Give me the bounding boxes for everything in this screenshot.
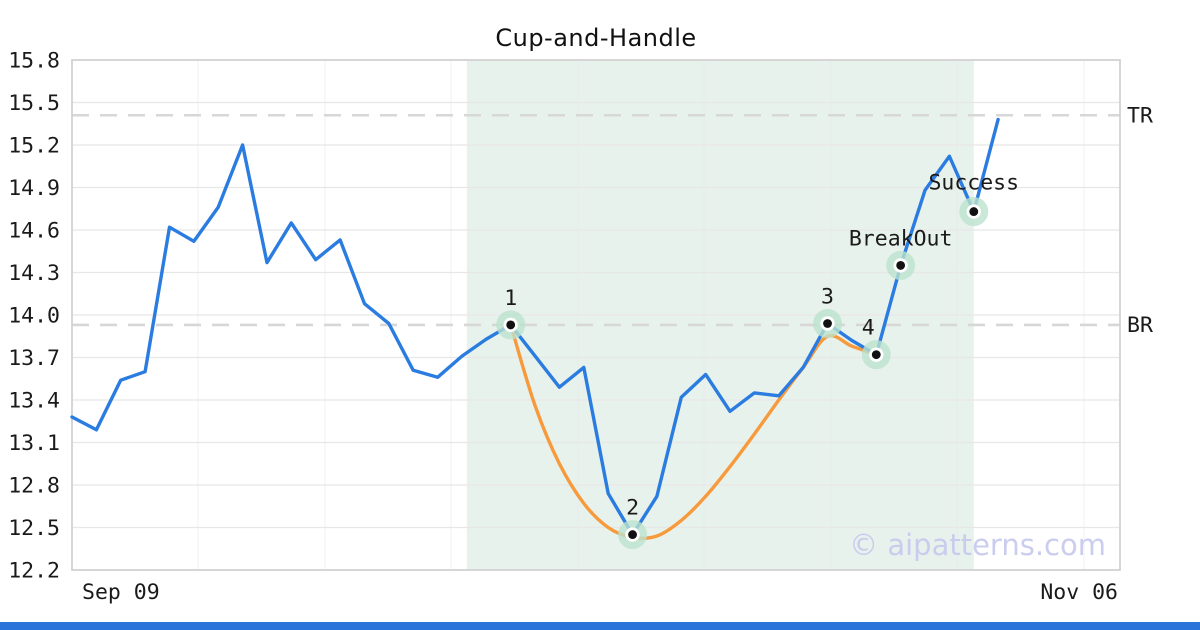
marker-label-4: 4	[862, 316, 875, 341]
marker-label-3: 3	[821, 285, 834, 310]
marker-dot-BreakOut	[896, 261, 906, 270]
chart-title: Cup-and-Handle	[495, 24, 697, 52]
y-tick-label: 14.3	[8, 261, 60, 286]
y-tick-label: 13.1	[8, 431, 60, 456]
marker-dot-1	[506, 320, 516, 330]
y-tick-label: 13.4	[8, 389, 60, 414]
y-tick-label: 15.8	[8, 49, 60, 74]
plot-frame	[71, 59, 1121, 571]
x-tick-label: Nov 06	[1040, 580, 1118, 605]
y-tick-label: 12.2	[8, 559, 60, 584]
watermark-text: © aipatterns.com	[849, 528, 1106, 562]
marker-dot-Success	[969, 207, 979, 216]
y-tick-label: 15.5	[8, 91, 60, 116]
y-tick-label: 14.0	[8, 304, 60, 329]
threshold-label-TR: TR	[1127, 103, 1153, 128]
threshold-label-BR: BR	[1127, 313, 1153, 338]
marker-label-Success: Success	[928, 171, 1019, 196]
marker-label-1: 1	[504, 286, 517, 311]
y-tick-label: 15.2	[8, 134, 60, 159]
y-tick-label: 12.8	[8, 474, 60, 499]
marker-label-2: 2	[626, 496, 639, 521]
price-series-line	[70, 117, 1000, 537]
y-tick-label: 12.5	[8, 516, 60, 541]
marker-label-BreakOut: BreakOut	[849, 226, 953, 251]
y-tick-label: 14.6	[8, 219, 60, 244]
marker-dot-4	[871, 350, 881, 360]
y-tick-label: 13.7	[8, 346, 60, 371]
x-tick-label: Sep 09	[82, 580, 160, 605]
bottom-accent-bar	[0, 622, 1200, 630]
marker-dot-2	[628, 530, 637, 539]
marker-dot-3	[823, 319, 832, 328]
y-tick-label: 14.9	[8, 176, 60, 201]
